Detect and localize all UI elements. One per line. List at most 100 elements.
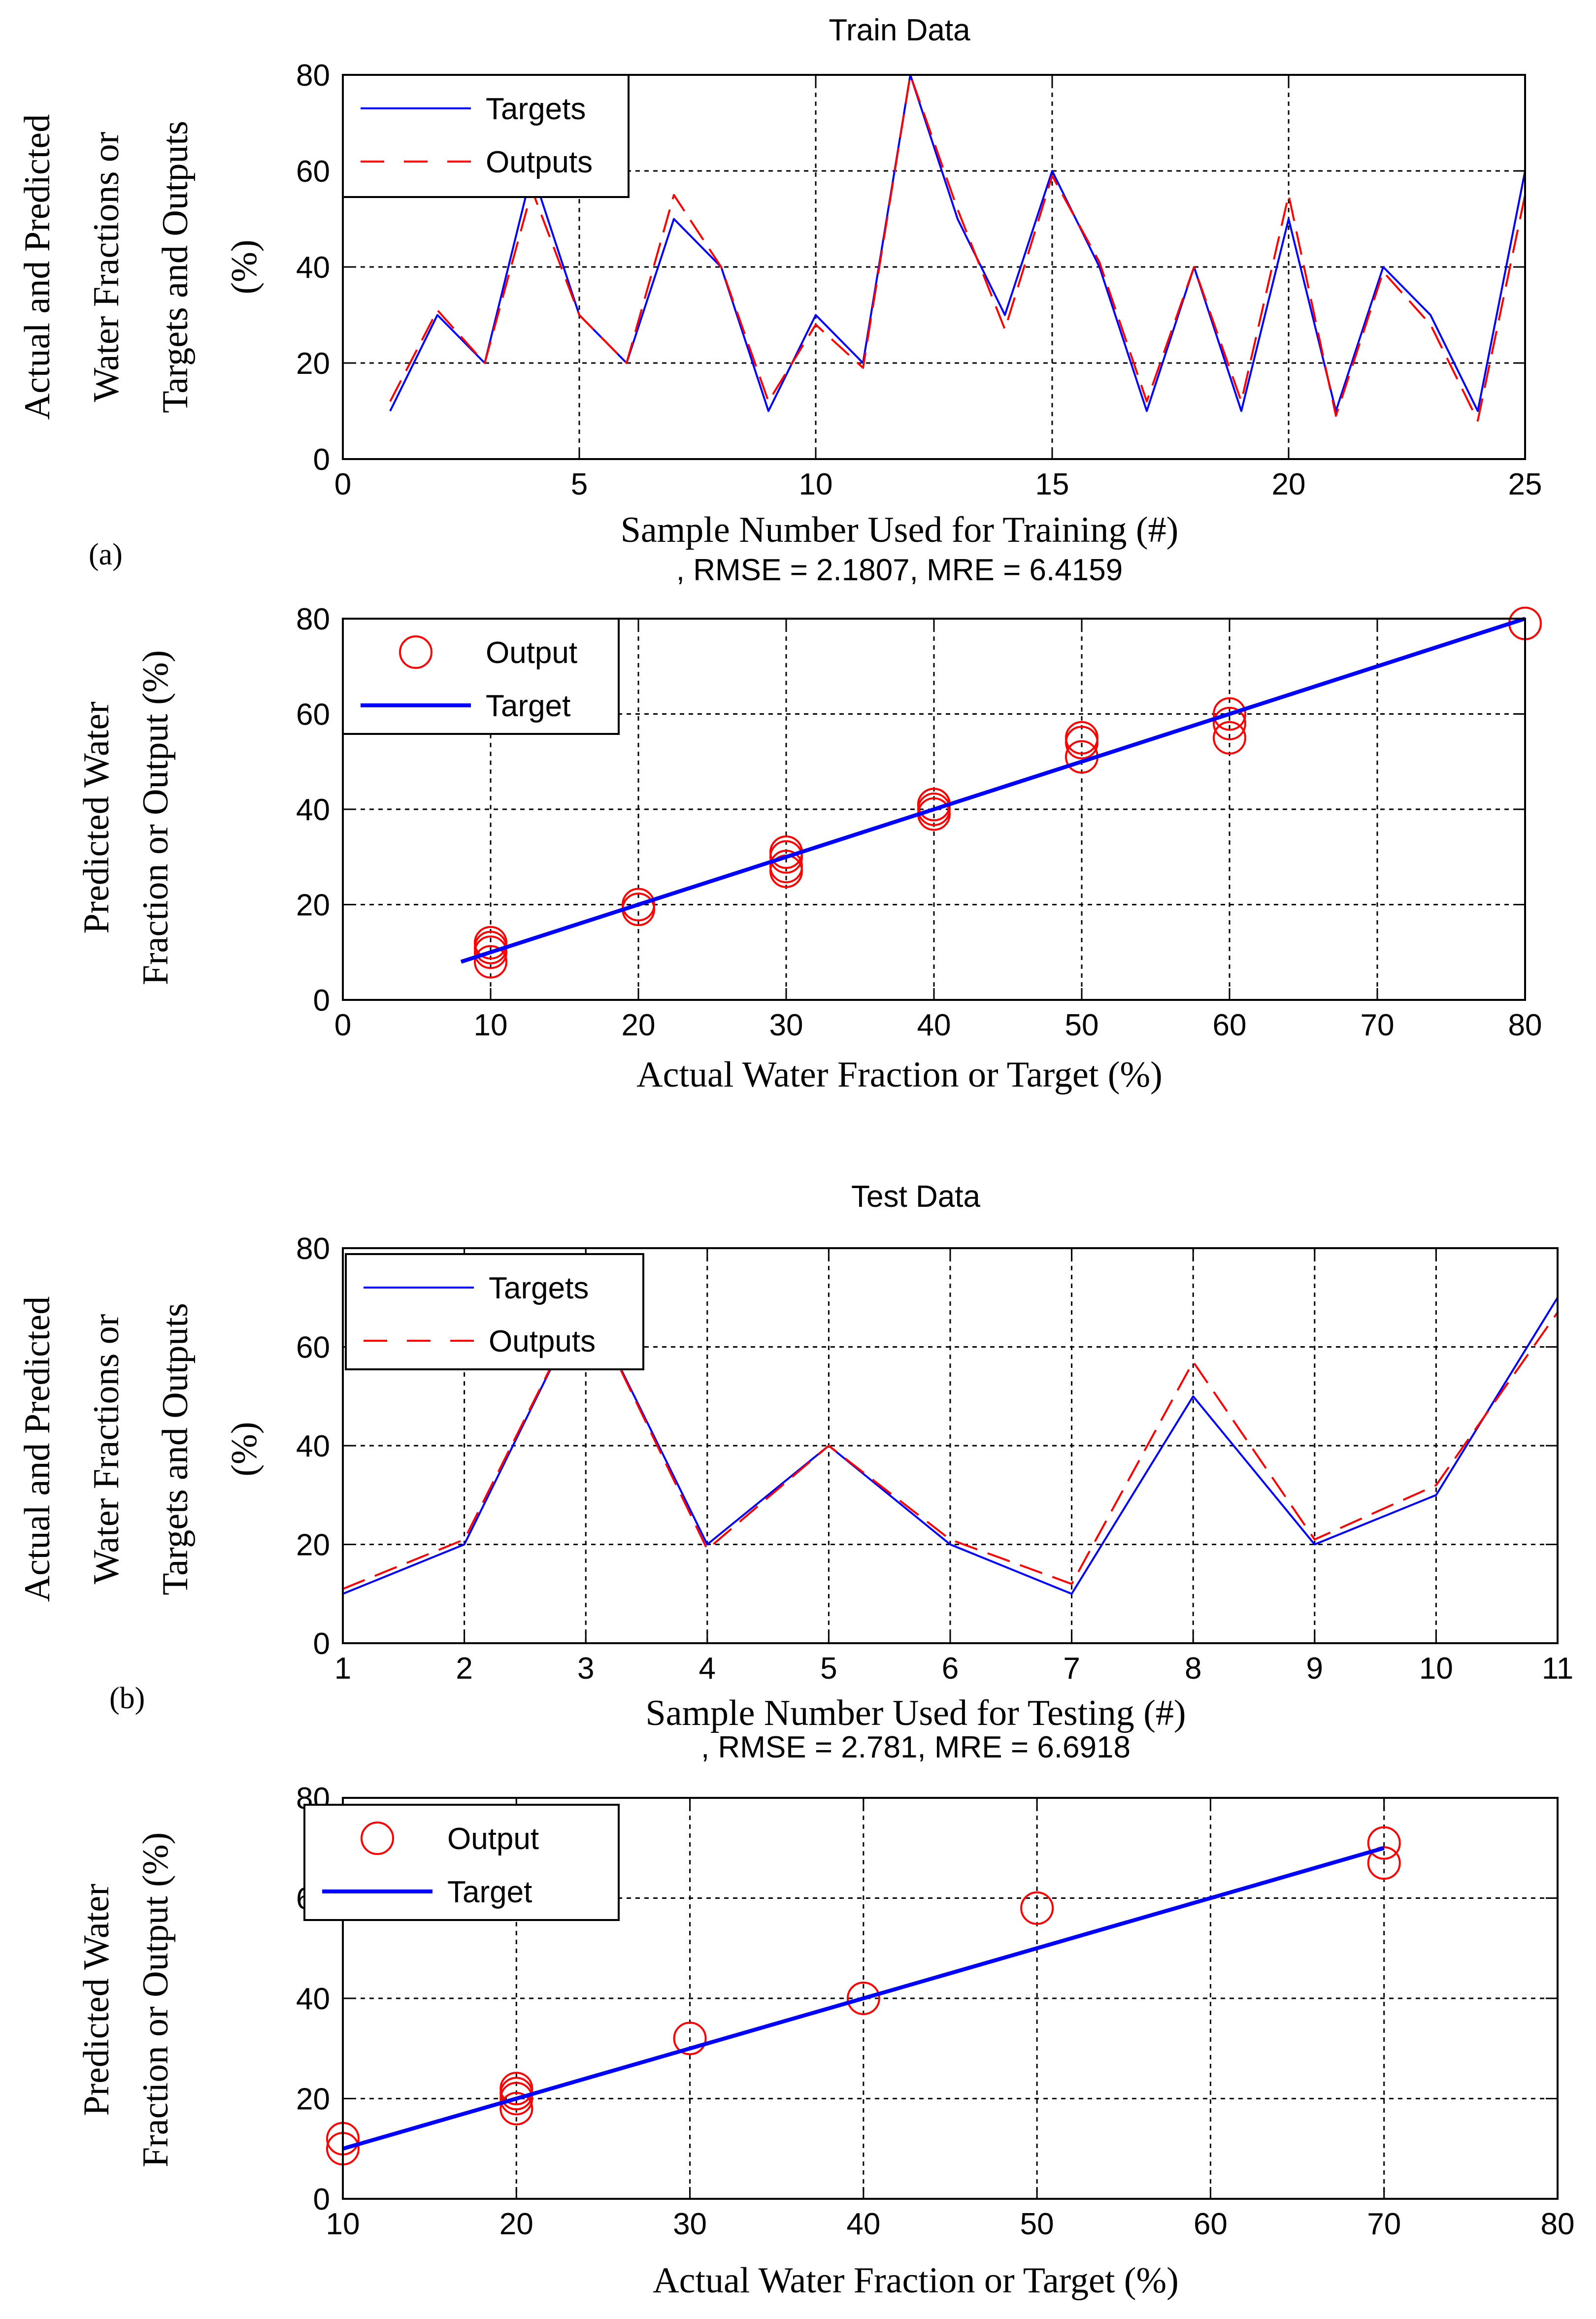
x-tick-label: 9 — [1306, 1652, 1323, 1686]
x-tick-label: 2 — [456, 1652, 472, 1686]
output-marker — [499, 2091, 533, 2125]
x-tick-label: 20 — [1272, 467, 1306, 501]
output-marker — [474, 945, 507, 979]
chart-title: Test Data — [851, 1180, 980, 1214]
y-tick-label: 60 — [296, 1331, 330, 1365]
output-marker — [499, 2082, 533, 2116]
legend-box — [342, 74, 630, 198]
target-line — [460, 617, 1526, 964]
x-tick-label: 60 — [1213, 1008, 1247, 1042]
output-marker — [769, 840, 803, 874]
x-tick-label: 60 — [1194, 2207, 1228, 2241]
legend: Targets Outputs — [345, 1253, 644, 1370]
y-axis-label-line: Actual and Predicted — [17, 114, 58, 420]
legend-label-outputs: Outputs — [486, 145, 593, 179]
output-marker — [1020, 1891, 1054, 1925]
y-axis-label-line: Predicted Water — [76, 1884, 117, 2116]
y-tick-label: 0 — [313, 1627, 330, 1661]
test_series-chart: 1 2 3 4 5 6 7 8 9 10 11 0 20 40 60 80 Test Data Sample Nu… — [17, 1180, 1573, 1733]
x-tick-label: 10 — [799, 467, 833, 501]
x-axis-label: Sample Number Used for Testing (#) — [645, 1693, 1186, 1733]
x-tick-label: 15 — [1035, 467, 1069, 501]
train_series-chart: 0 5 10 15 20 25 0 20 40 60 80 Train Data Sample Numb… — [17, 13, 1542, 550]
target-line — [342, 1846, 1385, 2151]
y-tick-label: 80 — [296, 602, 330, 636]
y-tick-label: 20 — [296, 889, 330, 923]
y-axis-label-line: (%) — [224, 240, 265, 295]
output-marker — [673, 2021, 707, 2055]
series-line-targets — [342, 1296, 1559, 1595]
y-tick-label: 20 — [296, 1528, 330, 1562]
chart-title: Train Data — [829, 13, 970, 47]
x-tick-label: 10 — [1419, 1652, 1453, 1686]
x-tick-label: 5 — [571, 467, 588, 501]
x-tick-label: 10 — [474, 1008, 508, 1042]
y-axis-label-line: Fraction or Output (%) — [135, 650, 176, 985]
plot-area — [460, 606, 1542, 979]
output-marker — [622, 888, 655, 922]
legend: Output Target — [342, 618, 620, 735]
x-axis-label: Actual Water Fraction or Target (%) — [636, 1055, 1163, 1095]
output-marker — [1065, 726, 1098, 760]
y-axis-label-line: Targets and Outputs — [155, 121, 196, 413]
x-tick-label: 6 — [942, 1652, 959, 1686]
x-tick-label: 40 — [846, 2207, 880, 2241]
panel-b-label: (b) — [109, 1682, 145, 1715]
x-tick-label: 50 — [1065, 1008, 1099, 1042]
legend-box — [342, 618, 620, 735]
x-tick-label: 11 — [1542, 1652, 1573, 1686]
y-axis-label-line: Water Fractions or — [86, 132, 127, 402]
y-tick-label: 20 — [296, 347, 330, 381]
output-marker — [499, 2072, 533, 2106]
output-marker — [1367, 1826, 1401, 1860]
axes-frame — [342, 1247, 1559, 1644]
legend-label-target: Target — [447, 1875, 532, 1909]
legend-label-targets: Targets — [489, 1271, 589, 1305]
legend-symbol-output — [399, 635, 432, 669]
x-axis-label: Actual Water Fraction or Target (%) — [653, 2260, 1179, 2301]
chart-title: , RMSE = 2.1807, MRE = 6.4159 — [676, 553, 1123, 587]
x-tick-label: 50 — [1020, 2207, 1054, 2241]
x-tick-label: 8 — [1185, 1652, 1201, 1686]
panel-a-label: (a) — [89, 538, 123, 571]
y-tick-label: 40 — [296, 793, 330, 827]
y-tick-label: 0 — [313, 984, 330, 1018]
x-tick-label: 80 — [1508, 1008, 1542, 1042]
series-line-outputs — [389, 74, 1526, 422]
y-tick-label: 40 — [296, 251, 330, 285]
y-tick-label: 80 — [296, 59, 330, 93]
train_scatter-chart: 0 10 20 30 40 50 60 70 80 0 20 40 60 80 , RMSE = 2.180… — [76, 553, 1542, 1095]
x-axis-label: Sample Number Used for Training (#) — [621, 510, 1178, 550]
x-tick-label: 70 — [1367, 2207, 1401, 2241]
x-tick-label: 7 — [1063, 1652, 1080, 1686]
y-axis-label-line: Targets and Outputs — [155, 1303, 196, 1595]
output-marker — [1213, 721, 1246, 755]
y-axis-label-line: (%) — [224, 1422, 265, 1477]
x-tick-label: 30 — [673, 2207, 707, 2241]
y-tick-label: 0 — [313, 443, 330, 477]
x-tick-label: 20 — [499, 2207, 533, 2241]
legend: Targets Outputs — [342, 74, 630, 198]
series-line-outputs — [342, 1296, 1559, 1590]
y-tick-label: 0 — [313, 2183, 330, 2217]
x-tick-label: 3 — [577, 1652, 594, 1686]
y-tick-label: 60 — [296, 155, 330, 189]
x-tick-label: 10 — [326, 2207, 360, 2241]
y-axis-label-line: Predicted Water — [76, 701, 117, 933]
axes-frame — [342, 1797, 1559, 2200]
legend: Output Target — [303, 1804, 620, 1921]
legend-label-output: Output — [447, 1822, 539, 1856]
y-axis-label-line: Water Fractions or — [86, 1314, 127, 1585]
x-tick-label: 5 — [820, 1652, 837, 1686]
y-axis-label-line: Actual and Predicted — [17, 1296, 58, 1602]
y-tick-label: 60 — [296, 698, 330, 732]
x-tick-label: 80 — [1541, 2207, 1575, 2241]
x-tick-label: 25 — [1508, 467, 1542, 501]
y-tick-label: 20 — [296, 2083, 330, 2117]
plot-area — [389, 74, 1526, 422]
axes-frame — [342, 618, 1526, 1001]
output-marker — [846, 1982, 880, 2015]
y-tick-label: 40 — [296, 1429, 330, 1463]
